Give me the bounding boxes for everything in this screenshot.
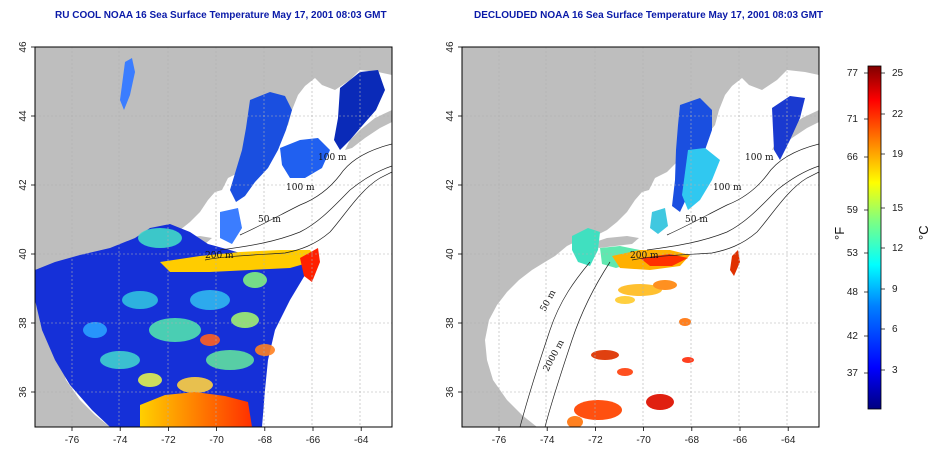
right-y-tick-label: 46 [445,41,456,53]
colorbar-celsius-tick: 12 [892,243,904,254]
left-isobaths [204,143,392,261]
left-x-tick-label: -68 [258,435,273,446]
right-x-tick-label: -74 [540,435,555,446]
right-y-tick-label: 40 [445,248,456,260]
left-panel-title: RU COOL NOAA 16 Sea Surface Temperature … [55,10,387,21]
right-nj-shelf-sst [572,228,600,266]
right-land-mass [462,47,819,427]
left-grid [35,47,392,427]
right-grid [462,47,819,427]
right-isobath-label-100m-a: 100 m [745,153,774,163]
right-y-tick-label: 36 [445,386,456,398]
right-isobath-label-50m-a: 50 m [685,215,708,225]
right-map-panel: 200 m 100 m 100 m 50 m 50 m 2000 m [461,46,820,428]
colorbar-fahrenheit-label: °F [832,227,847,240]
left-x-tick-label: -64 [354,435,369,446]
colorbar-fahrenheit-tick: 42 [847,331,859,342]
colorbar-celsius-tick: 3 [892,365,898,376]
left-x-tick-label: -70 [209,435,224,446]
right-isobath-label-100m-b: 100 m [713,183,742,193]
left-x-tick-label: -76 [65,435,80,446]
left-nantucket-sst [220,208,242,244]
left-isobath-label-100m-b: 100 m [286,183,315,193]
colorbar-celsius-label: °C [916,225,931,240]
left-mottled-sst [83,228,275,393]
colorbar-celsius-tick: 9 [892,284,898,295]
left-gulf-stream-band [160,250,318,272]
right-y-tick-label: 44 [445,110,456,122]
left-y-tick-label: 46 [18,41,29,53]
colorbar-fahrenheit-tick: 37 [847,368,859,379]
right-warm-patches [567,280,694,427]
right-isobath-label-200m: 200 m [630,251,659,261]
left-gulf-of-maine-sst [230,92,292,202]
right-slope-sst [730,250,740,276]
right-isobaths [519,143,819,427]
left-x-tick-label: -72 [161,435,176,446]
colorbar-celsius-tick: 22 [892,109,904,120]
left-y-tick-label: 42 [18,179,29,191]
right-scotian-shelf-sst [772,96,805,160]
right-x-tick-label: -70 [636,435,651,446]
left-isobath-label-200m: 200 m [205,251,234,261]
right-cyan-shelf-sst [682,148,720,210]
colorbar-celsius-tick: 15 [892,203,904,214]
colorbar-celsius-tick: 19 [892,149,904,160]
left-land-mass [35,47,392,427]
left-warm-core [300,248,320,282]
right-panel-title: DECLOUDED NOAA 16 Sea Surface Temperatur… [474,10,824,21]
right-x-tick-label: -72 [588,435,603,446]
right-x-tick-label: -64 [781,435,796,446]
left-y-tick-label: 38 [18,317,29,329]
right-long-island [592,236,639,248]
left-x-tick-label: -66 [306,435,321,446]
colorbar-celsius-tick: 6 [892,324,898,335]
right-y-tick-label: 42 [445,179,456,191]
colorbar-fahrenheit-tick: 71 [847,114,859,125]
right-x-tick-label: -76 [492,435,507,446]
colorbar-fahrenheit-tick: 66 [847,152,859,163]
left-bay-patch-sst [120,58,135,110]
right-x-tick-label: -66 [733,435,748,446]
colorbar-gradient [867,65,882,410]
right-nantucket-sst [650,208,668,234]
left-georges-bank-sst [280,138,330,178]
left-nova-scotia [345,110,392,150]
left-x-tick-label: -74 [113,435,128,446]
left-y-tick-label: 44 [18,110,29,122]
right-x-tick-label: -68 [685,435,700,446]
left-map-panel: 200 m 100 m 100 m 50 m [34,46,393,428]
left-y-tick-label: 40 [18,248,29,260]
left-scotian-shelf-sst [334,70,385,150]
colorbar-fahrenheit-tick: 53 [847,248,859,259]
colorbar-fahrenheit-tick: 59 [847,205,859,216]
colorbar: 77 71 66 59 53 48 42 37 25 22 19 15 12 9 6 3 °F °C [832,65,931,410]
colorbar-fahrenheit-tick: 77 [847,68,859,79]
right-y-tick-label: 38 [445,317,456,329]
left-isobath-label-50m: 50 m [258,215,281,225]
colorbar-fahrenheit-tick: 48 [847,287,859,298]
colorbar-celsius-tick: 25 [892,68,904,79]
left-isobath-label-100m-a: 100 m [318,153,347,163]
left-y-tick-label: 36 [18,386,29,398]
